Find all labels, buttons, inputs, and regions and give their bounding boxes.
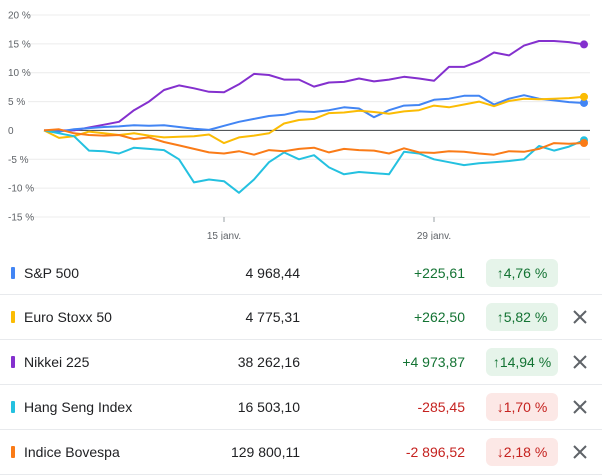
index-price: 38 262,16: [237, 354, 300, 370]
series-color-swatch: [11, 356, 15, 368]
percent-change-badge: ↑14,94 %: [486, 348, 558, 376]
percent-value: 4,76 %: [503, 265, 548, 281]
index-change: -2 896,52: [405, 444, 465, 460]
percent-change-badge: ↑4,76 %: [486, 259, 558, 287]
percent-change-badge: ↓1,70 %: [486, 393, 558, 421]
index-price: 4 775,31: [245, 309, 301, 325]
x-tick-label: 15 janv.: [207, 231, 241, 240]
series-color-swatch: [11, 446, 15, 458]
index-name: Indice Bovespa: [24, 444, 120, 460]
series-line: [43, 95, 585, 145]
index-change: +262,50: [414, 309, 465, 325]
percent-change-badge: ↓2,18 %: [486, 438, 558, 466]
index-name: Hang Seng Index: [24, 399, 133, 415]
index-row[interactable]: S&P 500 4 968,44 +225,61 ↑4,76 %: [0, 251, 602, 295]
series-end-dot: [580, 98, 588, 107]
series-line: [43, 129, 585, 194]
y-tick-label: 20 %: [8, 11, 31, 22]
index-change: +4 973,87: [402, 354, 465, 370]
arrow-up-icon: ↑: [492, 354, 500, 370]
y-tick-label: -10 %: [8, 184, 34, 195]
close-icon[interactable]: [570, 442, 590, 462]
index-row[interactable]: Nikkei 225 38 262,16 +4 973,87 ↑14,94 %: [0, 340, 602, 385]
arrow-up-icon: ↑: [496, 265, 504, 281]
comparison-chart[interactable]: 20 % 15 % 10 % 5 % 0 -5 % -10 % -15 % 15 janv. 2…: [0, 0, 602, 240]
percent-value: 2,18 %: [503, 444, 548, 460]
index-price: 16 503,10: [237, 399, 300, 415]
series-end-dot: [580, 40, 588, 49]
percent-value: 5,82 %: [503, 309, 548, 325]
percent-change-badge: ↑5,82 %: [486, 303, 558, 331]
series-line: [44, 40, 585, 132]
series-line: [43, 128, 585, 156]
arrow-down-icon: ↓: [496, 444, 504, 460]
close-icon[interactable]: [570, 307, 590, 327]
close-icon[interactable]: [570, 352, 590, 372]
index-list: S&P 500 4 968,44 +225,61 ↑4,76 % Euro St…: [0, 251, 602, 475]
index-row[interactable]: Hang Seng Index 16 503,10 -285,45 ↓1,70 …: [0, 385, 602, 430]
series-line: [43, 94, 585, 133]
y-tick-label: 10 %: [8, 68, 31, 79]
arrow-up-icon: ↑: [496, 309, 504, 325]
index-row[interactable]: Euro Stoxx 50 4 775,31 +262,50 ↑5,82 %: [0, 295, 602, 340]
index-name: Euro Stoxx 50: [24, 309, 112, 325]
percent-value: 1,70 %: [503, 399, 548, 415]
series-color-swatch: [11, 267, 15, 279]
index-price: 129 800,11: [230, 444, 300, 460]
y-tick-label: -5 %: [8, 155, 29, 166]
index-name: Nikkei 225: [24, 354, 90, 370]
close-icon[interactable]: [570, 397, 590, 417]
arrow-down-icon: ↓: [496, 399, 504, 415]
index-change: +225,61: [414, 265, 465, 281]
y-tick-label: 0: [8, 126, 14, 137]
y-tick-label: 15 %: [8, 39, 31, 50]
series-color-swatch: [11, 401, 15, 413]
percent-value: 14,94 %: [499, 354, 552, 370]
series-end-dot: [580, 139, 588, 148]
y-tick-label: -15 %: [8, 213, 34, 224]
index-price: 4 968,44: [245, 265, 301, 281]
index-name: S&P 500: [24, 265, 80, 281]
series-color-swatch: [11, 311, 15, 323]
series-end-dot: [580, 92, 588, 101]
y-tick-label: 5 %: [8, 97, 25, 108]
index-change: -285,45: [417, 399, 465, 415]
x-tick-label: 29 janv.: [417, 231, 451, 240]
index-row[interactable]: Indice Bovespa 129 800,11 -2 896,52 ↓2,1…: [0, 430, 602, 475]
